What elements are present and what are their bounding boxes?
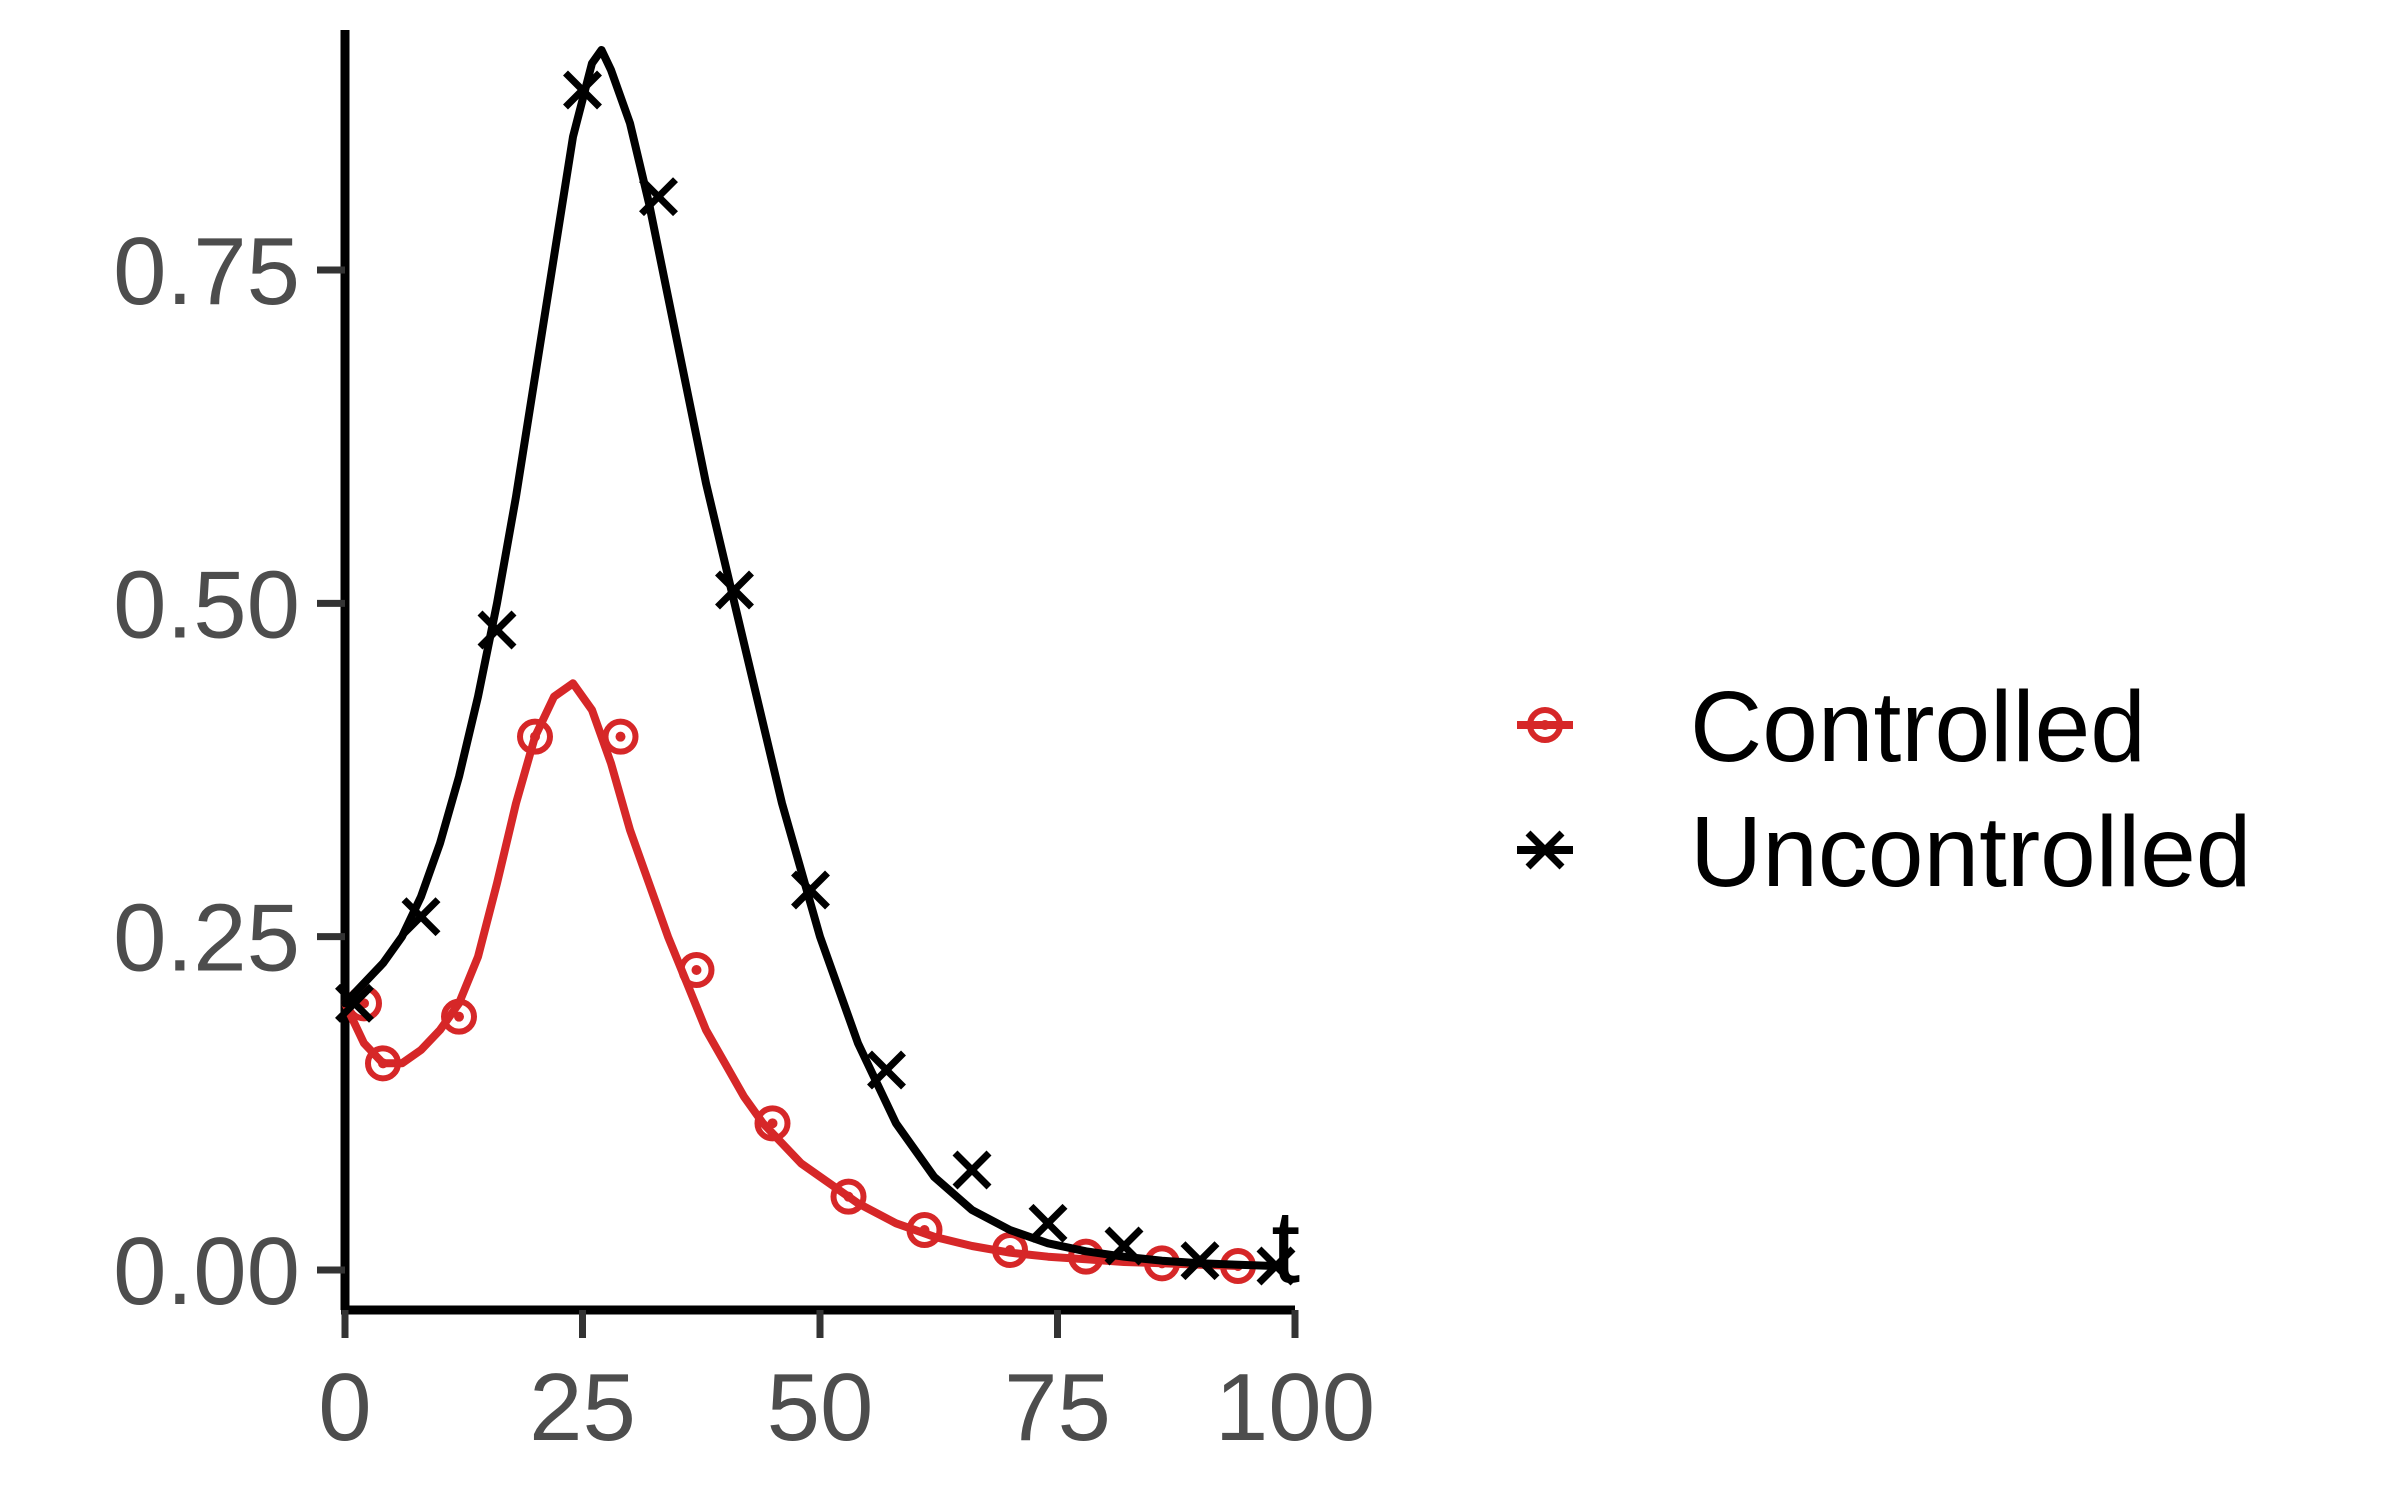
y-tick-label: 0.25	[113, 885, 300, 992]
data-point-uncontrolled-stroke	[791, 870, 830, 910]
data-point-uncontrolled-stroke	[1104, 1226, 1144, 1266]
data-point-uncontrolled-stroke	[952, 1150, 992, 1190]
data-point-uncontrolled-stroke	[639, 177, 678, 217]
data-point-uncontrolled-stroke	[1028, 1203, 1068, 1243]
data-point-controlled-center	[767, 1118, 778, 1129]
data-point-uncontrolled-stroke	[1180, 1241, 1220, 1281]
x-axis-label: t	[1271, 1189, 1300, 1305]
data-point-controlled	[441, 998, 477, 1035]
x-tick-label: 0	[318, 1354, 371, 1461]
legend-label-uncontrolled: Uncontrolled	[1690, 796, 2251, 908]
y-tick-label: 0.75	[113, 218, 300, 325]
data-point-controlled	[992, 1232, 1028, 1268]
legend-marker-controlled	[1527, 707, 1563, 743]
data-point-controlled	[602, 718, 639, 755]
legend: Controlled Uncontrolled	[1517, 671, 2251, 908]
data-point-controlled	[830, 1178, 867, 1215]
data-point-uncontrolled-stroke	[867, 1050, 906, 1090]
x-tick-label: 100	[1215, 1354, 1375, 1461]
legend-label-controlled: Controlled	[1690, 671, 2146, 783]
data-point-controlled-center	[691, 965, 702, 975]
x-tick-label: 25	[529, 1354, 636, 1461]
data-point-controlled	[365, 1045, 401, 1082]
data-point-controlled	[517, 718, 553, 755]
data-point-controlled-center	[530, 731, 540, 742]
series-uncontrolled	[335, 46, 1296, 1286]
data-point-controlled	[906, 1212, 943, 1248]
data-point-controlled-center	[843, 1191, 854, 1202]
legend-item-uncontrolled: Uncontrolled	[1517, 796, 2251, 908]
y-tick-label: 0.50	[113, 551, 300, 658]
data-point-controlled-center	[454, 1011, 464, 1022]
data-point-uncontrolled-stroke	[715, 570, 754, 610]
data-point-controlled-center	[615, 731, 626, 742]
series-line-uncontrolled	[341, 46, 1280, 1270]
x-tick-label: 50	[767, 1354, 874, 1461]
axes: 0.00 0.25 0.50 0.75 0 25 50 75 100 t	[113, 30, 1375, 1461]
series-layer	[335, 46, 1296, 1286]
data-point-controlled-center	[1005, 1245, 1015, 1255]
series-controlled	[341, 679, 1256, 1284]
data-point-controlled-center	[919, 1225, 930, 1235]
x-tick-label: 75	[1004, 1354, 1111, 1461]
legend-item-controlled: Controlled	[1517, 671, 2146, 783]
legend-marker-center-controlled	[1540, 720, 1550, 730]
data-point-controlled-center	[378, 1058, 388, 1069]
data-point-controlled	[754, 1105, 791, 1142]
data-point-uncontrolled-stroke	[477, 610, 517, 650]
data-point-uncontrolled-stroke	[563, 70, 602, 110]
data-point-controlled	[678, 952, 715, 988]
data-point-uncontrolled-stroke	[1256, 1246, 1296, 1286]
y-tick-label: 0.00	[113, 1218, 300, 1325]
data-point-uncontrolled-stroke	[335, 983, 374, 1023]
series-line-controlled	[341, 679, 1242, 1270]
data-point-uncontrolled-stroke	[401, 897, 441, 937]
